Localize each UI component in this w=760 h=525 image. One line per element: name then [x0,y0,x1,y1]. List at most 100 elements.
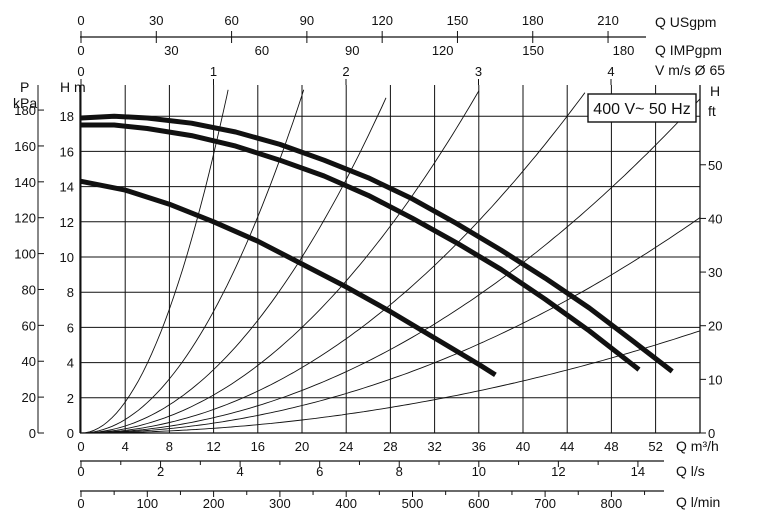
system-curve [80,89,305,434]
y-primary-tick-label: 8 [67,285,74,300]
system-curves [80,89,701,434]
top-axis-1-tick-label: 210 [597,13,619,28]
title-box [587,93,697,123]
top-axis-3-tick-label: 0 [77,64,84,79]
y-primary-tick-label: 4 [67,356,74,371]
system-curve [81,330,700,434]
system-curve [81,90,480,434]
pump-curve-3 [80,178,497,378]
top-axis-1-tick-label: 120 [371,13,393,28]
y-right-tick-label: 0 [708,426,715,441]
bottom-axis-2-tick-label: 0 [77,496,84,511]
y-right-tick-label: 40 [708,211,722,226]
x-primary-tick-label: 40 [516,439,530,454]
y-left-outer-label-1: P [20,79,29,95]
y-left-outer-tick-label: 20 [22,390,36,405]
chart-title: 400 V~ 50 Hz [593,101,690,118]
x-primary-tick-label: 28 [383,439,397,454]
top-axis-1-tick-label: 150 [447,13,469,28]
bottom-axis-2-tick-label: 500 [402,496,424,511]
y-primary-tick-label: 12 [60,215,74,230]
x-primary-tick-label: 36 [472,439,486,454]
top-axis-1-tick-label: 0 [77,13,84,28]
bottom-axis-1-tick-label: 4 [237,464,244,479]
x-primary-tick-label: 24 [339,439,353,454]
bottom-axis-2-tick-label: 600 [468,496,490,511]
top-axis-3-tick-label: 4 [607,64,614,79]
y-left-outer-tick-label: 140 [14,175,36,190]
y-left-outer-tick-label: 0 [29,426,36,441]
y-right-tick-label: 20 [708,319,722,334]
top-axis-3-label: V m/s Ø 65 [655,62,725,78]
bottom-axis-2-tick-label: 200 [203,496,225,511]
top-axis-1-tick-label: 180 [522,13,544,28]
y-left-outer-label-2: kPa [13,95,37,111]
y-right-tick-label: 10 [708,372,722,387]
top-axis-2-label: Q IMPgpm [655,42,722,58]
top-axis-3-tick-label: 3 [475,64,482,79]
x-primary-tick-label: 8 [166,439,173,454]
x-primary-tick-label: 16 [251,439,265,454]
y-right-label-2: ft [708,103,716,119]
system-curve [81,217,701,434]
y-primary-tick-label: 6 [67,320,74,335]
y-right-tick-label: 50 [708,158,722,173]
y-primary-tick-label: 18 [60,109,74,124]
top-axis-3-tick-label: 2 [342,64,349,79]
y-primary-tick-label: 14 [60,180,74,195]
top-axis-1-tick-label: 30 [149,13,163,28]
y-right-label-1: H [710,83,720,99]
y-left-outer-tick-label: 100 [14,247,36,262]
y-left-outer-tick-label: 40 [22,354,36,369]
y-left-outer-tick-label: 160 [14,139,36,154]
bottom-axis-1-tick-label: 2 [157,464,164,479]
bottom-axis-1-tick-label: 10 [472,464,486,479]
bottom-axis-2-tick-label: 100 [136,496,158,511]
bottom-axis-1-tick-label: 0 [77,464,84,479]
system-curve [80,97,387,434]
bottom-axis-2-tick-label: 300 [269,496,291,511]
series-group [80,113,674,378]
bottom-axis-1-tick-label: 12 [551,464,565,479]
x-primary-tick-label: 32 [427,439,441,454]
bottom-axis-1-label: Q l/s [676,463,705,479]
x-primary-label: Q m³/h [676,438,719,454]
grid [79,85,701,434]
top-axis-2-tick-label: 90 [345,43,359,58]
y-right-tick-label: 30 [708,265,722,280]
x-primary-tick-label: 0 [77,439,84,454]
top-axis-1-label: Q USgpm [655,14,716,30]
top-axis-1-tick-label: 90 [300,13,314,28]
bottom-axis-1-tick-label: 8 [396,464,403,479]
top-axis-2-tick-label: 30 [164,43,178,58]
system-curve [81,92,586,434]
x-primary-tick-label: 48 [604,439,618,454]
x-primary-tick-label: 12 [206,439,220,454]
top-axis-3-tick-label: 1 [210,64,217,79]
top-axis-2-tick-label: 150 [522,43,544,58]
bottom-axis-1-tick-label: 6 [316,464,323,479]
bottom-axis-2-tick-label: 400 [335,496,357,511]
y-left-outer-tick-label: 120 [14,211,36,226]
bottom-axis-2-tick-label: 800 [601,496,623,511]
system-curve [80,89,229,434]
top-axis-2-tick-label: 0 [77,43,84,58]
system-curve [81,98,701,434]
y-left-outer-tick-label: 180 [14,103,36,118]
y-primary-tick-label: 0 [67,426,74,441]
y-left-outer-tick-label: 60 [22,318,36,333]
x-primary-tick-label: 4 [122,439,129,454]
x-primary-tick-label: 44 [560,439,574,454]
bottom-axis-2-label: Q l/min [676,494,720,510]
y-left-outer-tick-label: 80 [22,282,36,297]
y-primary-tick-label: 10 [60,250,74,265]
pump-curve-2 [81,122,641,372]
x-primary-tick-label: 20 [295,439,309,454]
y-primary-tick-label: 16 [60,144,74,159]
top-axis-2-tick-label: 120 [432,43,454,58]
y-primary-tick-label: 2 [67,391,74,406]
pump-curve-1 [80,113,674,374]
bottom-axis-2-tick-label: 700 [534,496,556,511]
